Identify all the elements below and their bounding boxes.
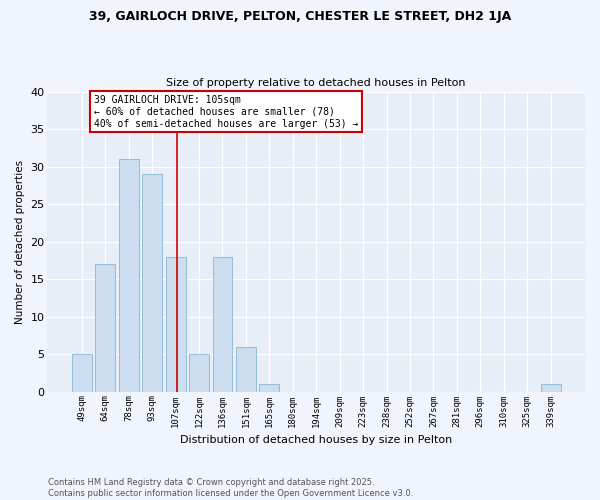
Text: 39 GAIRLOCH DRIVE: 105sqm
← 60% of detached houses are smaller (78)
40% of semi-: 39 GAIRLOCH DRIVE: 105sqm ← 60% of detac… <box>94 96 358 128</box>
Bar <box>212 256 232 392</box>
Bar <box>142 174 162 392</box>
Bar <box>189 354 209 392</box>
Bar <box>119 159 139 392</box>
Y-axis label: Number of detached properties: Number of detached properties <box>15 160 25 324</box>
Text: Contains HM Land Registry data © Crown copyright and database right 2025.
Contai: Contains HM Land Registry data © Crown c… <box>48 478 413 498</box>
Bar <box>95 264 115 392</box>
Bar <box>259 384 280 392</box>
Title: Size of property relative to detached houses in Pelton: Size of property relative to detached ho… <box>166 78 466 88</box>
Bar <box>541 384 560 392</box>
Bar <box>166 256 185 392</box>
X-axis label: Distribution of detached houses by size in Pelton: Distribution of detached houses by size … <box>180 435 452 445</box>
Bar <box>72 354 92 392</box>
Bar <box>236 346 256 392</box>
Text: 39, GAIRLOCH DRIVE, PELTON, CHESTER LE STREET, DH2 1JA: 39, GAIRLOCH DRIVE, PELTON, CHESTER LE S… <box>89 10 511 23</box>
